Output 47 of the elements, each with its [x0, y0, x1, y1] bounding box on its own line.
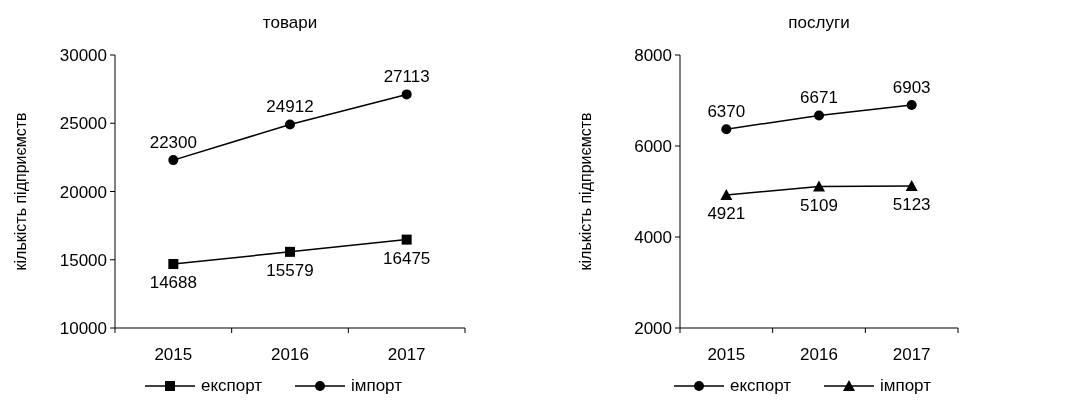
y-axis-title: кількість підприємств	[12, 112, 29, 271]
data-label: 4921	[707, 204, 746, 224]
x-tick-label: 2015	[707, 345, 746, 364]
point	[285, 246, 295, 257]
point	[401, 234, 412, 245]
y-tick-label: 8000	[634, 46, 672, 65]
point	[905, 179, 918, 191]
legend-label: імпорт	[880, 376, 932, 395]
data-label: 16475	[383, 248, 431, 268]
x-tick-label: 2017	[892, 345, 931, 364]
chart-title: товари	[262, 13, 318, 32]
y-tick-label: 6000	[634, 137, 672, 156]
y-tick-label: 25000	[59, 114, 107, 134]
data-label: 6671	[800, 88, 838, 108]
point	[814, 110, 824, 121]
point	[721, 124, 732, 135]
data-label: 5123	[892, 194, 931, 214]
y-tick-label: 20000	[59, 182, 107, 202]
point	[906, 99, 917, 110]
y-tick-label: 4000	[634, 228, 672, 247]
x-tick-label: 2016	[271, 345, 309, 364]
chart-title: послуги	[788, 13, 850, 32]
data-label: 24912	[266, 97, 314, 117]
legend-label: експорт	[201, 376, 263, 395]
point	[168, 155, 179, 166]
point	[168, 259, 179, 270]
legend-label: експорт	[730, 376, 792, 395]
point	[720, 189, 733, 201]
x-tick-label: 2017	[387, 345, 426, 364]
data-label: 15579	[266, 260, 314, 280]
point	[285, 119, 295, 130]
y-axis-title: кількість підприємств	[577, 112, 594, 271]
point	[401, 89, 412, 100]
data-label: 6370	[707, 102, 746, 122]
y-tick-label: 30000	[59, 46, 107, 65]
data-label: 5109	[800, 195, 838, 215]
y-tick-label: 2000	[634, 319, 672, 338]
data-label: 22300	[149, 133, 197, 153]
y-tick-label: 10000	[59, 319, 107, 338]
data-label: 27113	[383, 67, 430, 87]
x-tick-label: 2015	[154, 345, 193, 364]
data-label: 14688	[149, 273, 197, 293]
y-tick-label: 15000	[59, 250, 107, 270]
point	[813, 180, 825, 192]
data-label: 6903	[892, 77, 931, 97]
x-tick-label: 2016	[800, 345, 838, 364]
legend-label: імпорт	[351, 376, 403, 395]
